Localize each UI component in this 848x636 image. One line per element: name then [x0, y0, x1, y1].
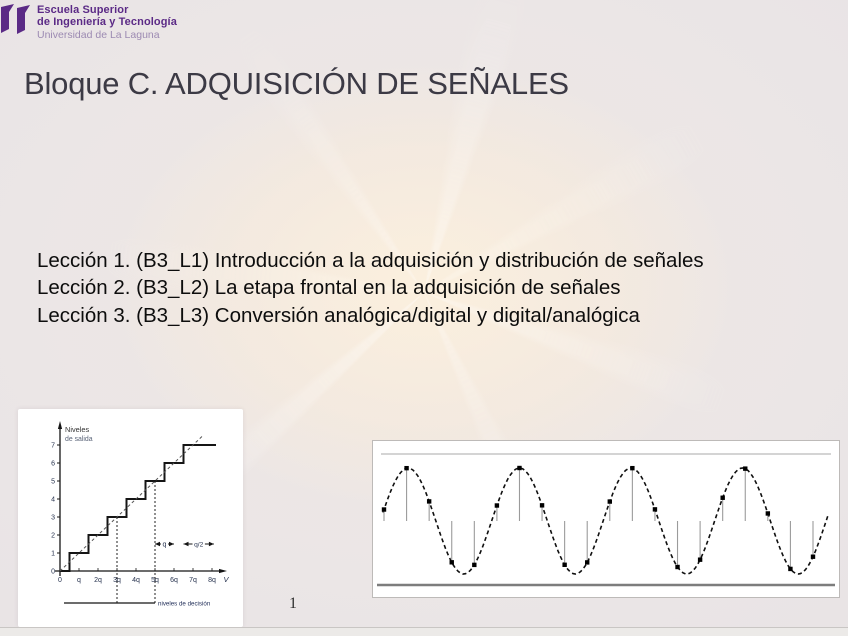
svg-text:7: 7 — [51, 443, 55, 450]
svg-text:2q: 2q — [94, 577, 102, 584]
svg-text:7q: 7q — [189, 577, 197, 584]
svg-text:3q: 3q — [113, 577, 121, 584]
svg-text:1: 1 — [51, 551, 55, 558]
lesson-item-1: Lección 1. (B3_L1) Introducción a la adq… — [37, 249, 704, 272]
svg-text:6: 6 — [51, 461, 55, 468]
lesson-item-2: Lección 2. (B3_L2) La etapa frontal en l… — [37, 276, 621, 300]
svg-text:V: V — [223, 575, 229, 584]
svg-text:2: 2 — [51, 533, 55, 540]
svg-text:4: 4 — [51, 497, 55, 504]
page-title: Bloque C. ADQUISICIÓN DE SEÑALES — [24, 66, 569, 101]
svg-text:0: 0 — [51, 569, 55, 576]
sampled-sine-chart — [377, 453, 835, 587]
sampling-figure — [372, 440, 840, 598]
svg-text:4q: 4q — [132, 577, 140, 584]
university-logo: Escuela Superior de Ingeniería y Tecnolo… — [0, 2, 177, 41]
lesson-list: Lección 1. (B3_L1) Introducción a la adq… — [37, 247, 827, 329]
svg-text:q/2: q/2 — [194, 542, 203, 549]
logo-text-line2: de Ingeniería y Tecnología — [37, 16, 177, 29]
svg-text:5q: 5q — [151, 577, 159, 584]
svg-text:5: 5 — [51, 479, 55, 486]
svg-text:q: q — [163, 542, 167, 549]
svg-text:0: 0 — [58, 577, 62, 584]
svg-text:Niveles: Niveles — [65, 425, 90, 434]
lesson-item-3: Lección 3. (B3_L3) Conversión analógica/… — [37, 303, 640, 327]
svg-text:q: q — [77, 577, 81, 584]
page-number: 1 — [289, 595, 297, 612]
svg-text:niveles de decisión: niveles de decisión — [158, 601, 211, 608]
quantization-chart: 0 1 2 3 4 5 6 7 0 q 2q 3q 4q 5q 6q 7q 8q V Niveles de salid… — [51, 421, 229, 608]
svg-text:8q: 8q — [208, 577, 216, 584]
svg-text:6q: 6q — [170, 577, 178, 584]
svg-text:de salida: de salida — [65, 436, 93, 443]
ull-logo-icon — [1, 4, 30, 34]
svg-text:3: 3 — [51, 515, 55, 522]
logo-text-line3: Universidad de La Laguna — [37, 28, 160, 41]
logo-text-line1: Escuela Superior — [37, 4, 129, 16]
bottom-edge-strip — [0, 627, 848, 636]
quantization-figure: 0 1 2 3 4 5 6 7 0 q 2q 3q 4q 5q 6q 7q 8q V Niveles de salid… — [18, 409, 243, 627]
